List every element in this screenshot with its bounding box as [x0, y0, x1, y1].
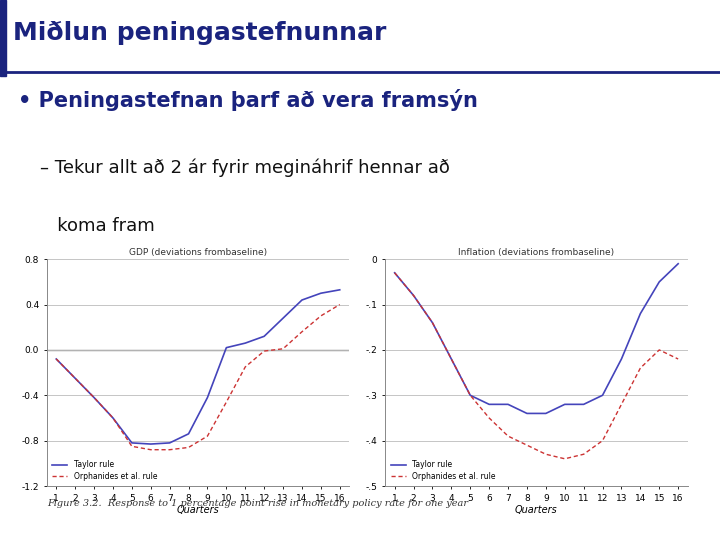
X-axis label: Quarters: Quarters [176, 505, 220, 515]
X-axis label: Quarters: Quarters [515, 505, 558, 515]
Text: • Peningastefnan þarf að vera framsýn: • Peningastefnan þarf að vera framsýn [18, 90, 478, 111]
Text: – Tekur allt að 2 ár fyrir megináhrif hennar að: – Tekur allt að 2 ár fyrir megináhrif he… [40, 159, 449, 177]
Text: Miðlun peningastefnunnar: Miðlun peningastefnunnar [13, 21, 387, 45]
Legend: Taylor rule, Orphanides et al. rule: Taylor rule, Orphanides et al. rule [389, 459, 497, 482]
Title: Inflation (deviations frombaseline): Inflation (deviations frombaseline) [459, 248, 614, 257]
Text: koma fram: koma fram [40, 217, 154, 235]
Title: GDP (deviations frombaseline): GDP (deviations frombaseline) [129, 248, 267, 257]
Text: Figure 3.2.  Response to 1 percentage point rise in monetary policy rate for one: Figure 3.2. Response to 1 percentage poi… [47, 500, 468, 509]
Legend: Taylor rule, Orphanides et al. rule: Taylor rule, Orphanides et al. rule [50, 459, 158, 482]
Bar [0, 0, 6, 76]
